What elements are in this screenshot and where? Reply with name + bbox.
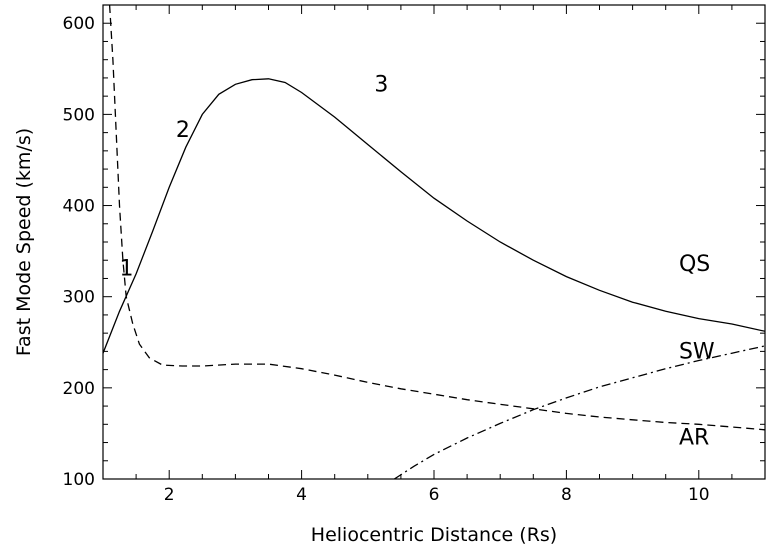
annotation-label: AR — [679, 425, 709, 450]
y-tick-label: 500 — [63, 105, 95, 125]
x-tick-label: 4 — [296, 485, 307, 505]
annotation-label: 2 — [176, 118, 190, 143]
x-tick-label: 10 — [688, 485, 710, 505]
y-axis-label: Fast Mode Speed (km/s) — [13, 128, 35, 356]
y-tick-label: 200 — [63, 379, 95, 399]
annotation-label: SW — [679, 340, 715, 365]
y-tick-label: 600 — [63, 14, 95, 34]
series-line-qs — [103, 78, 765, 354]
annotation-label: 1 — [120, 257, 134, 282]
x-axis-label: Heliocentric Distance (Rs) — [311, 524, 557, 546]
plot-frame — [102, 4, 766, 480]
y-tick-label: 300 — [63, 288, 95, 308]
x-tick-label: 8 — [561, 485, 572, 505]
y-tick-label: 400 — [63, 197, 95, 217]
series-line-ar — [108, 5, 765, 431]
series-line-sw — [393, 345, 765, 479]
annotation-label: 3 — [374, 73, 388, 98]
y-tick-label: 100 — [63, 470, 95, 490]
annotation-label: QS — [679, 252, 710, 277]
x-tick-label: 6 — [429, 485, 440, 505]
x-tick-label: 2 — [164, 485, 175, 505]
